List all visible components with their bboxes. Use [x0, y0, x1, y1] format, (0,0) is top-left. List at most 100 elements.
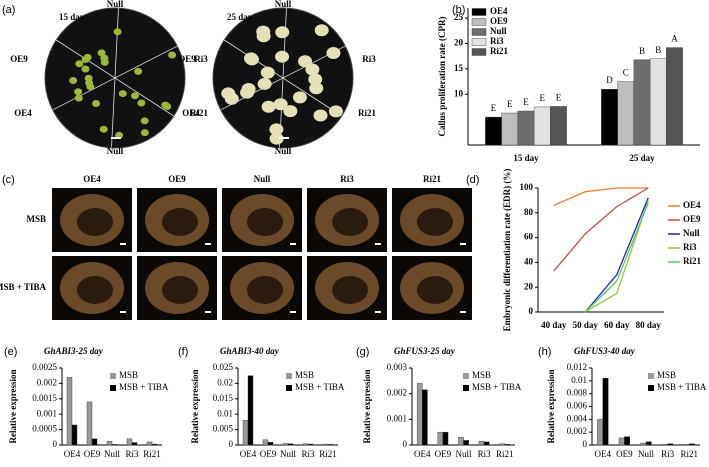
- bar: [86, 401, 93, 446]
- callus: [83, 53, 92, 61]
- legend-swatch: [471, 38, 487, 46]
- y-tick-label: 0.002: [387, 388, 407, 398]
- callus: [163, 103, 172, 111]
- x-tick-label: Ri21: [680, 449, 698, 459]
- chart-title: GhABI3-40 day: [220, 346, 280, 356]
- legend-label: OE4: [683, 200, 701, 210]
- callus: [100, 54, 109, 62]
- bar: [247, 375, 254, 446]
- bar: [533, 106, 551, 146]
- bar: [327, 444, 334, 446]
- bar: [499, 443, 505, 446]
- bar: [151, 443, 158, 446]
- plate-label: OE9: [178, 54, 196, 64]
- y-axis-label: Relative expression: [362, 369, 372, 443]
- explant-core: [77, 276, 113, 304]
- legend-swatch: [648, 373, 654, 379]
- panel-label: (f): [178, 346, 188, 358]
- y-tick-label: 100: [520, 182, 534, 192]
- legend-swatch: [463, 373, 469, 379]
- plate-label: Ri3: [194, 54, 208, 64]
- legend-label: Ri3: [683, 242, 697, 252]
- bar: [501, 112, 519, 146]
- callus: [74, 88, 83, 96]
- bar: [302, 443, 309, 446]
- x-tick-label: 50 day: [573, 320, 599, 330]
- y-tick-label: 0.0025: [32, 362, 57, 372]
- x-tick-label: 80 day: [636, 320, 662, 330]
- bar: [322, 443, 329, 446]
- legend-swatch: [471, 48, 487, 56]
- callus: [308, 73, 323, 86]
- x-tick-label: OE4: [414, 449, 431, 459]
- y-tick-label: 25: [454, 12, 464, 22]
- bar: [442, 431, 449, 446]
- bar: [602, 378, 609, 446]
- bar: [645, 441, 652, 446]
- x-tick-label: 40 day: [541, 320, 567, 330]
- y-tick-label: 0.001: [387, 413, 407, 423]
- plate-label: Ri3: [362, 54, 376, 64]
- bar: [517, 110, 535, 146]
- callus: [326, 47, 341, 60]
- bar: [689, 443, 695, 446]
- callus: [140, 117, 149, 125]
- plate-label: Ri21: [358, 108, 377, 118]
- y-tick-label: 0.001: [37, 408, 57, 418]
- y-tick-label: 0.002: [567, 426, 587, 436]
- plate-label: OE4: [182, 108, 200, 118]
- x-tick-label: Ri21: [496, 449, 514, 459]
- panel-label: (e): [4, 346, 17, 358]
- y-tick-label: 0.012: [567, 362, 587, 372]
- legend-label: Ri21: [490, 46, 509, 56]
- legend-label: OE9: [683, 214, 701, 224]
- legend-swatch: [110, 385, 116, 391]
- bar: [111, 444, 118, 446]
- row-label: MSB + TIBA: [0, 282, 46, 292]
- legend-label: OE4: [490, 6, 508, 16]
- callus: [275, 50, 290, 63]
- bar: [131, 442, 138, 446]
- explant-core: [332, 208, 368, 236]
- series-line: [584, 200, 649, 313]
- plate-label: Null: [275, 146, 292, 156]
- x-tick-label: Ri3: [301, 449, 315, 459]
- bar: [66, 377, 73, 446]
- callus: [134, 67, 143, 75]
- plate-label: Null: [107, 0, 124, 9]
- y-tick-label: 40: [524, 256, 534, 266]
- bar: [146, 441, 153, 446]
- panel-label: (g): [356, 346, 369, 358]
- bar: [106, 441, 113, 446]
- legend-label: MSB: [472, 370, 491, 380]
- bar: [597, 419, 604, 446]
- callus: [92, 100, 101, 108]
- y-tick-label: 60: [524, 232, 534, 242]
- y-axis-label: Relative expression: [546, 369, 556, 443]
- bar: [307, 443, 314, 446]
- x-tick-label: OE9: [84, 449, 101, 459]
- explant-core: [162, 208, 198, 236]
- legend-label: Null: [683, 228, 700, 238]
- x-tick-label: 60 day: [604, 320, 630, 330]
- bar: [640, 442, 647, 446]
- y-tick-label: 80: [524, 207, 534, 217]
- x-tick-label: 15 day: [513, 153, 539, 163]
- series-line: [553, 187, 649, 206]
- column-label: Ri3: [340, 174, 354, 184]
- legend-label: Ri21: [683, 256, 702, 266]
- callus: [305, 63, 320, 76]
- callus: [256, 25, 271, 38]
- plate-label: OE9: [10, 54, 28, 64]
- explant-core: [417, 276, 453, 304]
- bar: [649, 58, 667, 146]
- bar: [550, 106, 567, 146]
- y-tick-label: 0.004: [567, 413, 588, 423]
- x-tick-label: Ri3: [661, 449, 675, 459]
- panel-label: (b): [452, 4, 465, 16]
- column-label: OE9: [168, 174, 186, 184]
- callus: [118, 90, 127, 98]
- y-axis-label: Relative expression: [8, 369, 18, 443]
- callus: [314, 24, 329, 37]
- x-tick-label: OE4: [240, 449, 257, 459]
